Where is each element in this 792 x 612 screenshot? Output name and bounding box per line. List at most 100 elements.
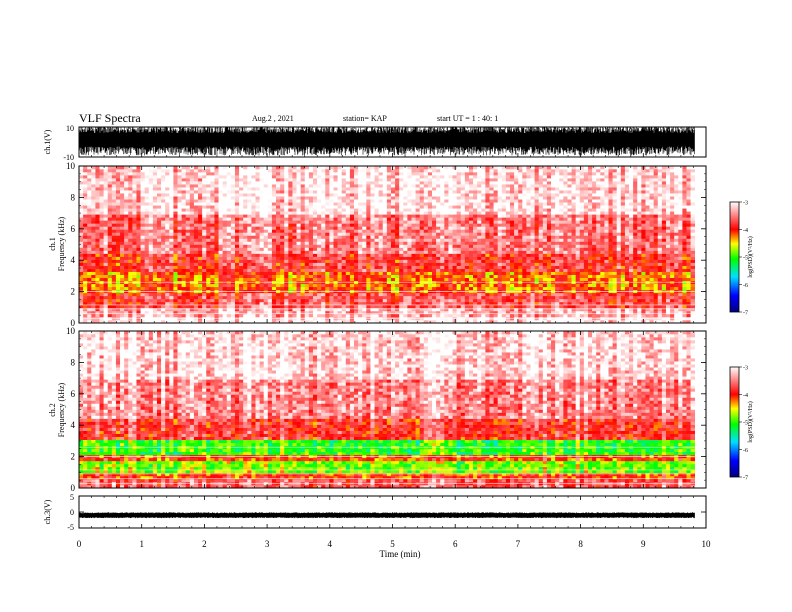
spec-cell xyxy=(468,250,474,254)
spec-cell xyxy=(144,250,150,254)
spec-cell xyxy=(247,175,252,179)
spec-cell xyxy=(189,175,195,179)
spec-cell xyxy=(345,271,351,275)
spec-cell xyxy=(288,208,293,212)
spec-cell xyxy=(440,259,445,263)
spec-cell xyxy=(333,262,338,266)
spec-cell xyxy=(107,304,113,309)
spec-cell xyxy=(468,238,474,242)
spec-cell xyxy=(263,250,269,254)
spec-cell xyxy=(304,238,310,242)
spec-cell xyxy=(333,265,338,269)
spec-cell xyxy=(263,178,269,182)
spec-cell xyxy=(111,253,117,257)
spec-cell xyxy=(440,310,445,315)
spec-cell xyxy=(91,214,96,218)
spec-cell xyxy=(222,274,228,279)
spec-cell xyxy=(169,184,174,188)
spec-cell xyxy=(354,232,359,236)
spec-cell xyxy=(148,223,154,227)
spec-cell xyxy=(259,274,265,279)
spec-cell xyxy=(304,292,310,297)
spec-cell xyxy=(423,292,429,297)
spec-cell xyxy=(456,223,462,227)
spec-cell xyxy=(325,175,330,179)
spec-cell xyxy=(132,271,137,275)
spec-cell xyxy=(120,217,125,221)
spec-cell xyxy=(202,178,207,182)
spec-cell xyxy=(132,235,137,239)
spec-cell xyxy=(444,172,449,176)
spec-cell xyxy=(452,235,457,239)
spec-cell xyxy=(419,259,425,263)
spec-cell xyxy=(345,211,351,215)
spec-cell xyxy=(165,304,170,309)
spec-cell xyxy=(423,193,429,197)
spec-cell xyxy=(120,202,125,206)
spec-cell xyxy=(386,271,392,275)
spec-cell xyxy=(333,175,338,179)
spec-cell xyxy=(271,202,277,206)
spec-cell xyxy=(415,193,420,197)
spec-cell xyxy=(128,229,133,233)
spec-cell xyxy=(115,274,121,279)
spec-cell xyxy=(267,298,273,303)
spec-cell xyxy=(247,232,252,236)
spec-cell xyxy=(79,181,84,185)
spec-cell xyxy=(206,262,211,266)
spec-cell xyxy=(284,172,289,176)
spec-cell xyxy=(284,208,289,212)
spec-cell xyxy=(140,223,145,227)
spec-cell xyxy=(206,193,211,197)
spec-cell xyxy=(169,274,174,279)
spec-cell xyxy=(218,181,223,185)
spec-cell xyxy=(185,208,191,212)
spec-cell xyxy=(111,244,117,248)
spec-cell xyxy=(407,229,412,233)
spec-cell xyxy=(103,274,109,279)
spec-cell xyxy=(284,178,289,182)
spec-cell xyxy=(165,247,170,251)
spec-cell xyxy=(374,301,379,306)
spec-cell xyxy=(407,187,412,191)
spec-cell xyxy=(411,229,416,233)
spec-cell xyxy=(341,319,347,324)
spec-cell xyxy=(390,172,396,176)
spec-cell xyxy=(432,319,437,324)
spec-cell xyxy=(345,283,351,288)
spec-cell xyxy=(107,190,113,194)
spec-cell xyxy=(234,223,240,227)
spec-cell xyxy=(140,313,145,318)
spec-cell xyxy=(271,265,277,269)
spec-cell xyxy=(374,220,379,224)
spec-cell xyxy=(288,190,293,194)
spec-cell xyxy=(259,265,265,269)
spec-cell xyxy=(83,193,88,197)
spec-cell xyxy=(382,313,388,318)
spec-cell xyxy=(432,229,437,233)
spec-cell xyxy=(83,196,88,200)
spec-cell xyxy=(341,214,347,218)
spec-cell xyxy=(198,238,203,242)
spec-cell xyxy=(177,217,182,221)
spec-cell xyxy=(267,235,273,239)
spec-cell xyxy=(411,247,416,251)
spec-cell xyxy=(263,307,269,312)
spec-cell xyxy=(95,301,100,306)
spec-cell xyxy=(271,220,277,224)
spec-cell xyxy=(173,199,178,203)
spec-cell xyxy=(304,241,310,245)
spec-cell xyxy=(448,292,453,297)
spec-cell xyxy=(308,319,314,324)
spec-cell xyxy=(91,241,96,245)
spec-cell xyxy=(415,181,420,185)
spec-cell xyxy=(210,274,215,279)
spec-cell xyxy=(181,307,187,312)
spec-cell xyxy=(341,283,347,288)
spec-cell xyxy=(440,232,445,236)
spec-cell xyxy=(181,295,187,300)
spec-cell xyxy=(366,307,371,312)
spec-cell xyxy=(91,217,96,221)
spec-cell xyxy=(354,250,359,254)
spec-cell xyxy=(386,220,392,224)
